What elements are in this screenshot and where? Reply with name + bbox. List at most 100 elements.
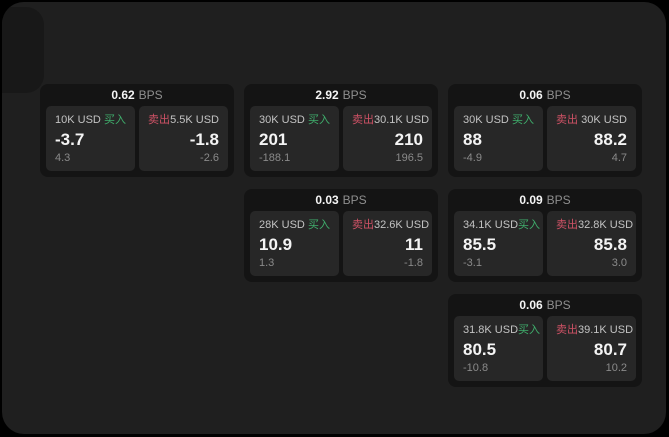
sell-panel[interactable]: 卖出 39.1K USD 80.7 10.2 [547, 316, 636, 381]
quote-card: 0.03 BPS 28K USD 买入 10.9 1.3 卖出 32.6K US… [244, 189, 438, 282]
buy-price: 85.5 [463, 235, 497, 254]
buy-sell-panels: 10K USD 买入 -3.7 4.3 卖出 5.5K USD -1.8 -2.… [46, 106, 228, 171]
buy-sub-value: -4.9 [463, 152, 482, 164]
sell-side-label: 卖出 [352, 219, 374, 231]
bps-value: 0.62 [111, 88, 135, 102]
quote-card: 0.09 BPS 34.1K USD 买入 85.5 -3.1 卖出 32.8K… [448, 189, 642, 282]
buy-sell-panels: 30K USD 买入 88 -4.9 卖出 30K USD 88.2 4.7 [454, 106, 636, 171]
sell-sub-value: 4.7 [611, 152, 627, 164]
buy-panel-header: 34.1K USD 买入 [463, 218, 540, 232]
card-header: 0.06 BPS [454, 84, 636, 106]
buy-side-label: 买入 [518, 324, 541, 336]
buy-sub-value: 1.3 [259, 257, 275, 269]
sell-amount: 30.1K USD [374, 114, 430, 126]
buy-panel[interactable]: 30K USD 买入 88 -4.9 [454, 106, 543, 171]
sell-side-label: 卖出 [556, 114, 578, 126]
buy-price: 88 [463, 130, 482, 149]
buy-panel[interactable]: 34.1K USD 买入 85.5 -3.1 [454, 211, 543, 276]
buy-panel[interactable]: 31.8K USD 买入 80.5 -10.8 [454, 316, 543, 381]
buy-sub-value: -3.1 [463, 257, 482, 269]
buy-panel[interactable]: 30K USD 买入 201 -188.1 [250, 106, 339, 171]
sell-panel[interactable]: 卖出 30K USD 88.2 4.7 [547, 106, 636, 171]
buy-panel-header: 30K USD 买入 [259, 113, 330, 127]
sell-amount: 39.1K USD [578, 324, 634, 336]
buy-amount: 10K USD [55, 114, 101, 126]
buy-side-label: 买入 [104, 114, 126, 126]
sell-side-label: 卖出 [148, 114, 170, 126]
buy-panel[interactable]: 28K USD 买入 10.9 1.3 [250, 211, 339, 276]
quote-card: 0.06 BPS 31.8K USD 买入 80.5 -10.8 卖出 39.1… [448, 294, 642, 387]
buy-amount: 34.1K USD [463, 219, 519, 231]
buy-side-label: 买入 [308, 219, 330, 231]
bps-value: 0.03 [315, 193, 339, 207]
sell-panel[interactable]: 卖出 30.1K USD 210 196.5 [343, 106, 432, 171]
sell-panel-header: 卖出 30.1K USD [352, 113, 429, 127]
quote-card: 0.06 BPS 30K USD 买入 88 -4.9 卖出 30K USD 8… [448, 84, 642, 177]
sell-price: -1.8 [189, 130, 219, 149]
bps-value: 2.92 [315, 88, 339, 102]
bps-value: 0.09 [519, 193, 543, 207]
bps-value: 0.06 [519, 88, 543, 102]
buy-sell-panels: 30K USD 买入 201 -188.1 卖出 30.1K USD 210 1… [250, 106, 432, 171]
buy-price: 201 [259, 130, 288, 149]
buy-panel[interactable]: 10K USD 买入 -3.7 4.3 [46, 106, 135, 171]
sell-sub-value: 10.2 [605, 362, 627, 374]
buy-sub-value: 4.3 [55, 152, 71, 164]
bps-unit-label: BPS [546, 298, 571, 312]
sell-panel-header: 卖出 39.1K USD [556, 323, 633, 337]
buy-amount: 31.8K USD [463, 324, 519, 336]
sell-sub-value: -2.6 [200, 152, 219, 164]
sell-panel-header: 卖出 32.8K USD [556, 218, 633, 232]
card-header: 2.92 BPS [250, 84, 432, 106]
bps-unit-label: BPS [342, 88, 367, 102]
buy-panel-header: 28K USD 买入 [259, 218, 330, 232]
sell-side-label: 卖出 [352, 114, 374, 126]
buy-sub-value: -10.8 [463, 362, 489, 374]
sell-panel[interactable]: 卖出 32.8K USD 85.8 3.0 [547, 211, 636, 276]
buy-panel-header: 30K USD 买入 [463, 113, 534, 127]
sell-side-label: 卖出 [556, 324, 578, 336]
buy-side-label: 买入 [512, 114, 534, 126]
sell-price: 85.8 [593, 235, 627, 254]
sell-sub-value: -1.8 [404, 257, 423, 269]
sell-price: 210 [394, 130, 423, 149]
card-header: 0.03 BPS [250, 189, 432, 211]
sell-sub-value: 196.5 [395, 152, 423, 164]
buy-panel-header: 10K USD 买入 [55, 113, 126, 127]
buy-side-label: 买入 [518, 219, 541, 231]
sell-price: 88.2 [593, 130, 627, 149]
buy-amount: 30K USD [259, 114, 305, 126]
card-header: 0.62 BPS [46, 84, 228, 106]
bps-unit-label: BPS [546, 193, 571, 207]
buy-sell-panels: 31.8K USD 买入 80.5 -10.8 卖出 39.1K USD 80.… [454, 316, 636, 381]
bps-unit-label: BPS [546, 88, 571, 102]
sell-panel-header: 卖出 32.6K USD [352, 218, 429, 232]
quote-card: 0.62 BPS 10K USD 买入 -3.7 4.3 卖出 5.5K USD… [40, 84, 234, 177]
sell-panel-header: 卖出 5.5K USD [148, 113, 219, 127]
buy-sub-value: -188.1 [259, 152, 291, 164]
sell-panel[interactable]: 卖出 5.5K USD -1.8 -2.6 [139, 106, 228, 171]
quote-card: 2.92 BPS 30K USD 买入 201 -188.1 卖出 30.1K … [244, 84, 438, 177]
buy-price: 10.9 [259, 235, 293, 254]
buy-price: -3.7 [55, 130, 85, 149]
sell-panel-header: 卖出 30K USD [556, 113, 627, 127]
sell-price: 80.7 [593, 340, 627, 359]
card-header: 0.09 BPS [454, 189, 636, 211]
buy-sell-panels: 28K USD 买入 10.9 1.3 卖出 32.6K USD 11 -1.8 [250, 211, 432, 276]
sell-amount: 32.8K USD [578, 219, 634, 231]
buy-amount: 28K USD [259, 219, 305, 231]
sell-price: 11 [405, 235, 423, 254]
sell-amount: 30K USD [581, 114, 627, 126]
quotes-grid: 0.62 BPS 10K USD 买入 -3.7 4.3 卖出 5.5K USD… [40, 84, 642, 387]
buy-side-label: 买入 [308, 114, 330, 126]
buy-panel-header: 31.8K USD 买入 [463, 323, 540, 337]
card-header: 0.06 BPS [454, 294, 636, 316]
corner-accent-shape [2, 7, 44, 93]
bps-unit-label: BPS [138, 88, 163, 102]
buy-price: 80.5 [463, 340, 497, 359]
sell-panel[interactable]: 卖出 32.6K USD 11 -1.8 [343, 211, 432, 276]
buy-amount: 30K USD [463, 114, 509, 126]
sell-side-label: 卖出 [556, 219, 578, 231]
